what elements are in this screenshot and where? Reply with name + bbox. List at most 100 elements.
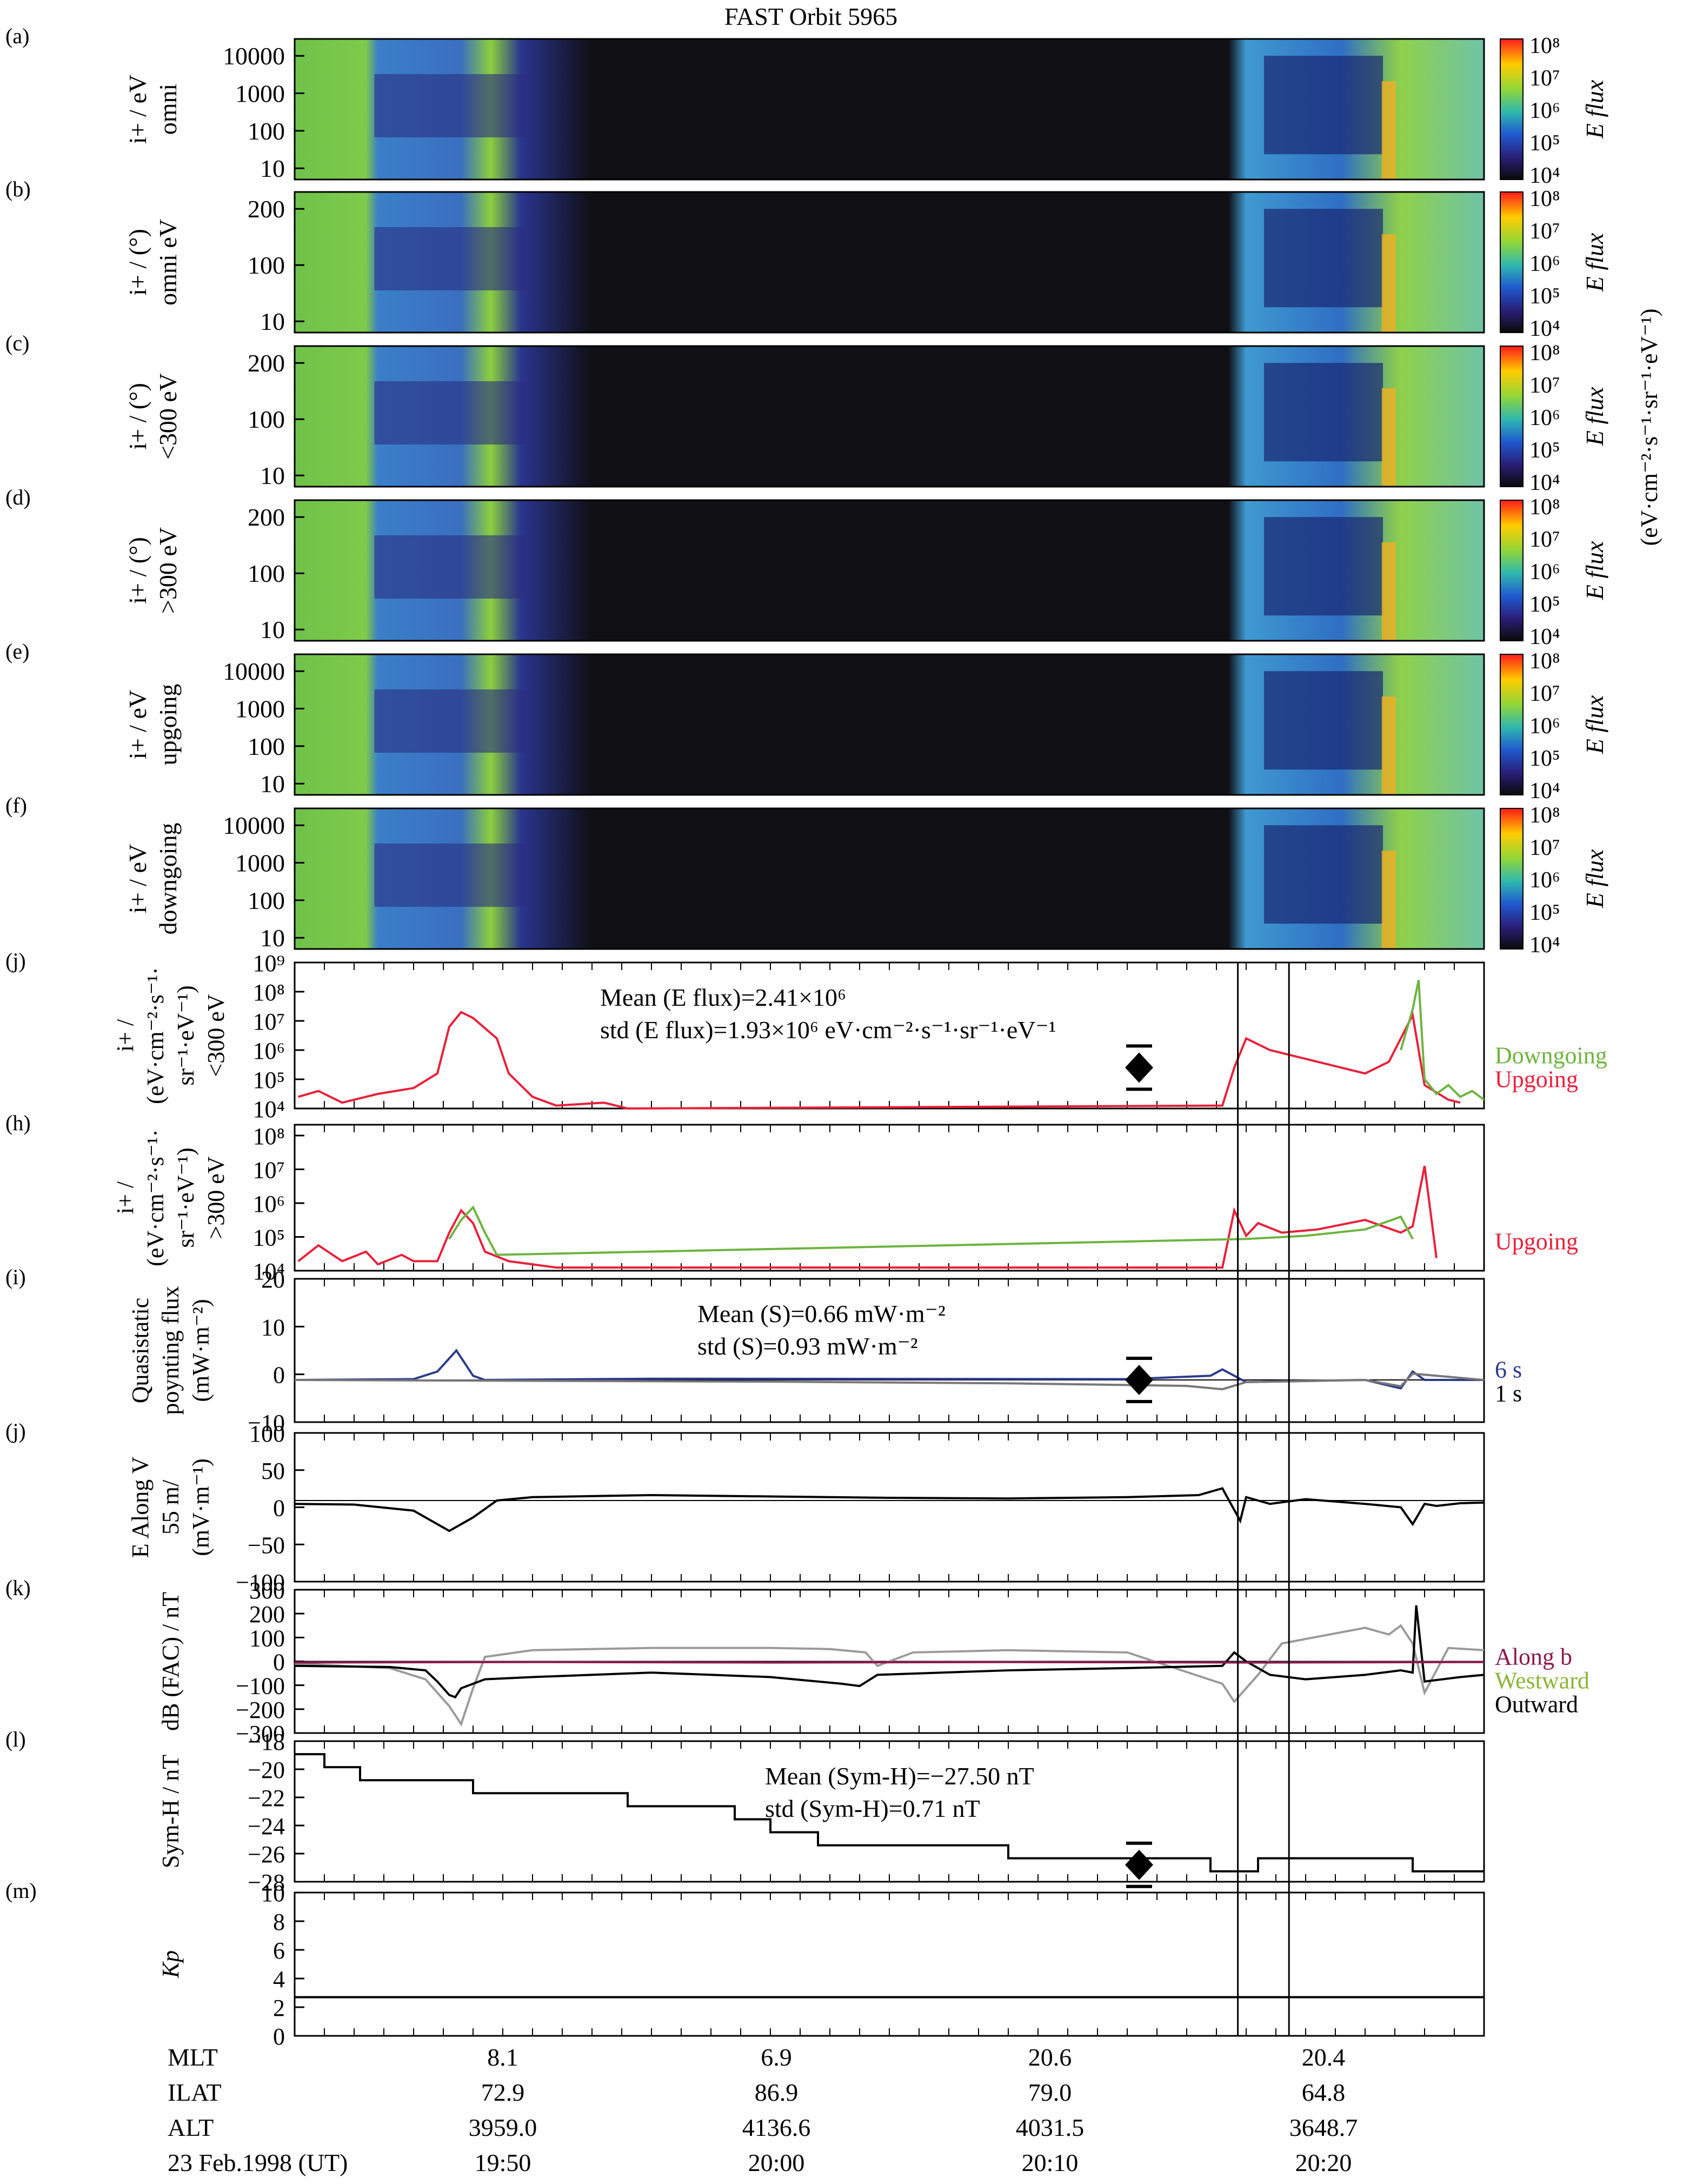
y-axis-label: i+ / eV downgoing <box>124 823 182 935</box>
y-axis-label: i+ / (°) >300 eV <box>124 527 182 614</box>
x-axis-row-label: 23 Feb.1998 (UT) <box>168 2149 348 2176</box>
series-westward <box>294 1624 1485 1727</box>
y-label-line: i+ / <box>112 1181 138 1214</box>
y-axis-label: i+ / eV upgoing <box>124 684 182 766</box>
panel-frame <box>294 191 1485 334</box>
spectrogram-feature <box>374 844 529 907</box>
y-tick-label: −200 <box>236 1697 285 1723</box>
colorbar-tick-label: 10⁵ <box>1529 438 1560 463</box>
y-label-line: Sym-H / nT <box>157 1755 184 1868</box>
x-axis-value: 20:10 <box>1022 2149 1079 2176</box>
colorbar-tick-label: 10⁷ <box>1529 527 1560 552</box>
x-axis-row-label: MLT <box>168 2043 218 2071</box>
y-tick-label: 10 <box>260 462 285 489</box>
series-downgoing <box>1400 980 1485 1101</box>
colorbar-tick-label: 10⁷ <box>1529 835 1560 860</box>
legend-entry: Upgoing <box>1495 1229 1578 1255</box>
y-tick-label: 10⁵ <box>253 1225 285 1251</box>
y-label-line: omni eV <box>154 219 182 306</box>
y-tick-label: 200 <box>249 1601 285 1628</box>
y-tick-label: 100 <box>248 117 285 145</box>
colorbar-label-text: E flux <box>1581 541 1608 600</box>
y-label-line: i+ / eV <box>124 844 151 913</box>
colorbar-tick-label: 10⁸ <box>1529 803 1560 828</box>
series-downgoing <box>448 1205 1414 1256</box>
y-label-line: <300 eV <box>203 994 229 1077</box>
y-tick-label: 100 <box>248 406 285 433</box>
y-label-line: i+ / <box>112 1019 138 1052</box>
y-axis-label: i+ / (°) omni eV <box>124 219 182 306</box>
spectrogram-feature <box>1381 234 1396 333</box>
y-tick-label: 20 <box>261 1266 285 1293</box>
y-tick-label: −10 <box>248 1410 285 1436</box>
colorbar <box>1500 191 1524 333</box>
y-label-line: downgoing <box>154 823 182 935</box>
colorbar-tick-label: 10⁴ <box>1529 316 1560 341</box>
y-tick-label: 100 <box>248 733 285 760</box>
colorbar-tick-label: 10⁶ <box>1529 868 1560 893</box>
y-tick-label: 10 <box>260 924 285 952</box>
y-tick-label: 6 <box>273 1937 285 1964</box>
panel-letter: (i) <box>5 1265 26 1289</box>
spectrogram-feature <box>374 227 529 290</box>
spectrogram-panel-6: (f) 10000 1000 100 10 i+ / eV downgoing 10⁸ 10⁷ 1… <box>5 793 1608 958</box>
spectrogram-panel-2: (b) 200 100 10 i+ / (°) omni eV 10⁸ 10⁷ 10⁶ 10⁵ 10… <box>5 177 1608 341</box>
y-axis-label: Quasistatic poynting flux (mW·m⁻²) <box>127 1286 214 1415</box>
x-axis-value: 20:20 <box>1295 2149 1352 2176</box>
y-tick-label: 200 <box>248 503 285 531</box>
annotation-mean: Mean (E flux)=2.41×10⁶ <box>600 984 846 1011</box>
y-label-line: (eV·cm⁻²·s⁻¹· <box>142 967 169 1104</box>
y-tick-label: 0 <box>273 1649 285 1676</box>
line-panel-6: (l) −18−20−22−24−26−28 Sym-H / nT Mean (Sym… <box>5 1727 1485 1896</box>
colorbar-units-text: (eV·cm⁻²·s⁻¹·sr⁻¹·eV⁻¹) <box>1636 309 1662 546</box>
y-tick-label: 10 <box>261 1314 285 1340</box>
y-tick-label: 8 <box>273 1909 285 1935</box>
y-label-line: <300 eV <box>154 373 182 460</box>
colorbar-tick-label: 10⁴ <box>1529 470 1560 495</box>
panel-frame <box>294 1432 1485 1583</box>
y-tick-label: 4 <box>273 1966 285 1993</box>
annotation-mean: Mean (Sym-H)=−27.50 nT <box>765 1762 1034 1790</box>
colorbar <box>1500 808 1524 950</box>
y-axis-label: Kp <box>157 1950 184 1979</box>
y-tick-label: 100 <box>248 560 285 587</box>
colorbar-tick-label: 10⁸ <box>1529 649 1560 674</box>
y-label-line: (mV·m⁻¹) <box>188 1458 214 1556</box>
legend-entry: Downgoing <box>1495 1043 1607 1069</box>
spectrogram-feature <box>374 381 529 444</box>
x-axis-value: 79.0 <box>1028 2079 1072 2106</box>
panel-frame <box>294 807 1485 950</box>
panel-letter: (j) <box>5 1419 26 1443</box>
colorbar-tick-label: 10⁷ <box>1529 66 1560 91</box>
x-axis-value: 4031.5 <box>1016 2114 1085 2141</box>
y-tick-label: 0 <box>273 1362 285 1389</box>
line-panel-4: (j) 100 50 0 −50 −100 E Along V 55 m/(mV·m⁻¹) <box>5 1419 1485 1596</box>
y-label-line: (mW·m⁻²) <box>188 1299 214 1402</box>
y-axis-label: Sym-H / nT <box>157 1755 184 1868</box>
colorbar-tick-label: 10⁷ <box>1529 373 1560 398</box>
panel-frame <box>294 38 1485 181</box>
y-tick-label: 10⁶ <box>253 1191 285 1217</box>
y-tick-label: 10⁹ <box>253 950 285 977</box>
y-label-line: (eV·cm⁻²·s⁻¹· <box>142 1129 169 1266</box>
y-tick-label: 1000 <box>235 80 285 108</box>
colorbar-tick-label: 10⁴ <box>1529 779 1560 804</box>
y-tick-label: 10⁴ <box>253 1096 285 1123</box>
legend-entry: Upgoing <box>1495 1066 1578 1093</box>
colorbar-label: E flux <box>1581 79 1608 139</box>
legend-entry: 6 s <box>1495 1357 1522 1383</box>
panel-letter: (e) <box>5 639 29 663</box>
y-label-line: i+ / (°) <box>124 537 151 604</box>
panel-letter: (l) <box>5 1727 26 1751</box>
y-label-line: i+ / eV <box>124 690 151 759</box>
y-label-line: upgoing <box>154 684 182 766</box>
y-tick-label: 200 <box>248 349 285 377</box>
y-tick-label: −300 <box>236 1721 285 1747</box>
x-axis-value: 6.9 <box>761 2043 792 2071</box>
y-tick-label: 10⁴ <box>253 1258 285 1285</box>
y-label-line: 55 m/ <box>157 1479 184 1535</box>
series-along-b <box>294 1661 1485 1664</box>
y-tick-label: 200 <box>248 195 285 223</box>
